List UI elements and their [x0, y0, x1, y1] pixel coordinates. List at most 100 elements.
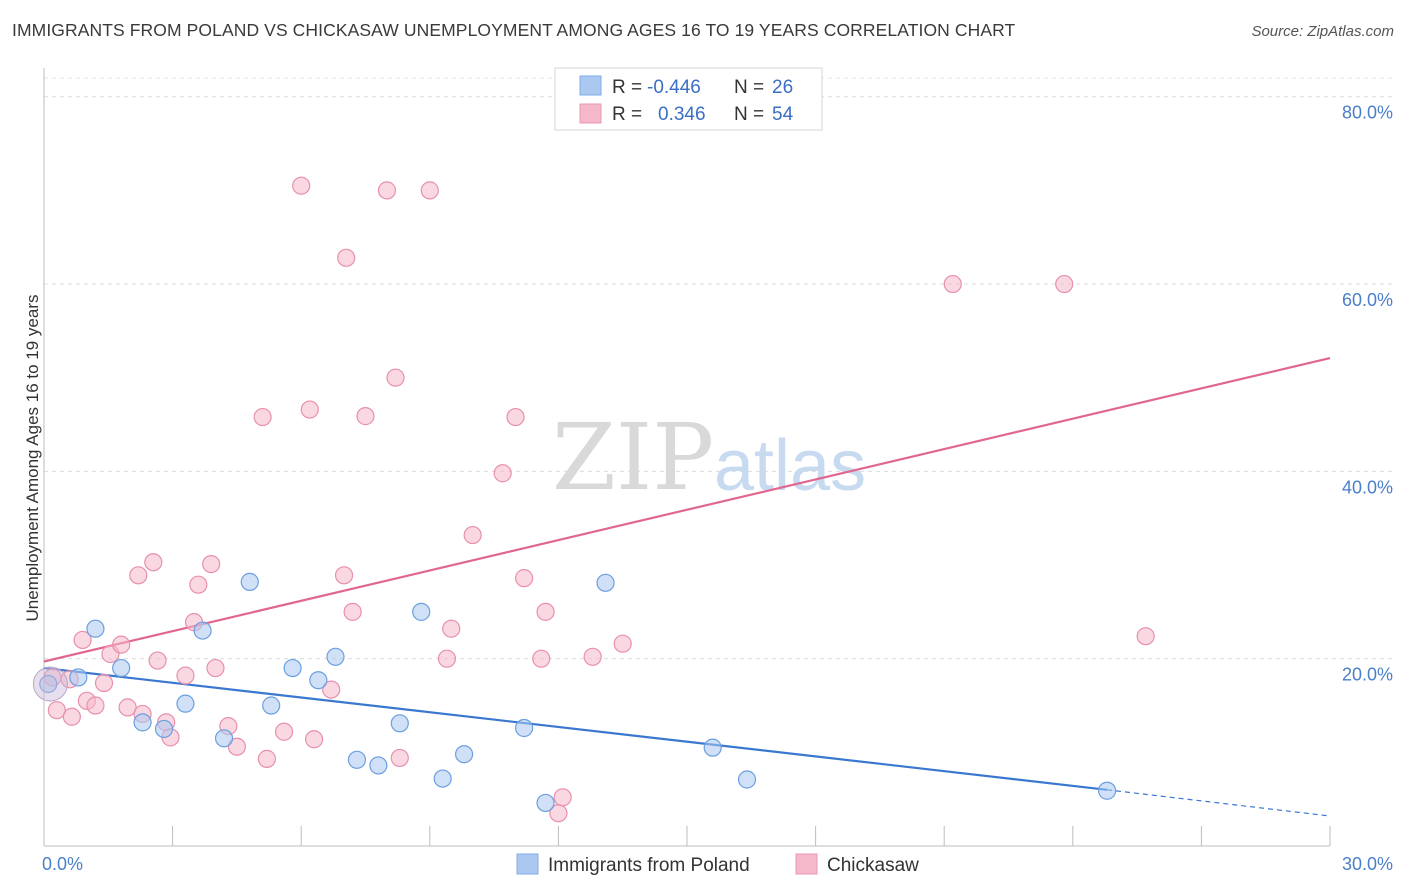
point-chickasaw-48	[553, 788, 572, 807]
legend-n-label-poland: N =	[734, 77, 764, 98]
x-tick-label-1: 30.0%	[1342, 854, 1393, 874]
watermark-atlas: atlas	[714, 426, 866, 506]
point-poland-14	[347, 750, 367, 769]
point-poland-7	[193, 621, 212, 640]
axes	[43, 68, 1331, 847]
point-chickasaw-9	[112, 635, 131, 654]
point-chickasaw-35	[377, 181, 397, 200]
point-chickasaw-19	[189, 575, 208, 594]
legend-r-value-chickasaw: 0.346	[658, 104, 706, 125]
point-chickasaw-33	[343, 602, 362, 621]
point-poland-23	[703, 738, 722, 757]
series-legend: Immigrants from Poland Chickasaw	[516, 853, 919, 876]
point-chickasaw-44	[515, 569, 534, 588]
point-poland-24	[737, 770, 757, 789]
watermark-zip: ZIP	[552, 404, 714, 511]
point-poland-12	[309, 671, 328, 690]
point-poland-3	[69, 668, 88, 687]
data-points	[32, 176, 1155, 823]
y-tick-label-3: 80.0%	[1342, 103, 1393, 123]
point-poland-18	[433, 769, 452, 788]
point-chickasaw-21	[206, 658, 225, 678]
point-poland-2	[112, 658, 131, 678]
legend-n-value-poland: 26	[772, 77, 793, 98]
point-poland-17	[412, 602, 431, 621]
point-overlap-cluster	[32, 666, 68, 702]
point-poland-16	[390, 714, 409, 733]
bottom-legend-label-poland: Immigrants from Poland	[548, 855, 750, 876]
point-chickasaw-29	[304, 730, 324, 749]
point-chickasaw-38	[420, 181, 439, 200]
trend-lines	[43, 356, 1331, 817]
chart-title: IMMIGRANTS FROM POLAND VS CHICKASAW UNEM…	[12, 20, 1016, 40]
point-chickasaw-32	[337, 248, 356, 267]
bottom-legend-swatch-chickasaw	[795, 853, 818, 875]
trend-line-1	[43, 356, 1331, 663]
legend-swatch-poland	[579, 75, 602, 96]
y-tick-labels: 20.0% 40.0% 60.0% 80.0%	[1342, 103, 1393, 685]
point-poland-10	[262, 696, 281, 715]
point-poland-8	[214, 729, 234, 748]
point-chickasaw-7	[94, 673, 114, 693]
point-chickasaw-50	[613, 634, 632, 653]
trend-line-0	[43, 666, 1108, 791]
point-chickasaw-3	[62, 707, 81, 726]
point-poland-1	[86, 619, 105, 638]
point-poland-4	[133, 713, 152, 732]
y-tick-label-2: 60.0%	[1342, 290, 1393, 310]
gridlines	[44, 77, 1395, 660]
legend-r-value-poland: -0.446	[647, 77, 701, 98]
point-chickasaw-34	[356, 407, 375, 426]
x-tick-label-0: 0.0%	[42, 854, 83, 874]
point-chickasaw-4	[73, 630, 92, 650]
y-tick-label-0: 20.0%	[1342, 665, 1393, 685]
point-chickasaw-45	[532, 649, 551, 668]
point-chickasaw-41	[463, 525, 482, 545]
legend-r-label-poland: R =	[612, 77, 642, 98]
bottom-legend-swatch-poland	[516, 853, 539, 875]
point-chickasaw-11	[129, 566, 148, 585]
legend-swatch-chickasaw	[579, 103, 602, 124]
point-poland-20	[515, 718, 534, 738]
watermark: ZIP atlas	[552, 404, 866, 511]
point-poland-19	[454, 745, 474, 764]
legend-n-label-chickasaw: N =	[734, 104, 764, 125]
point-chickasaw-14	[148, 651, 167, 670]
stats-legend: R = -0.446 N = 26 R = 0.346 N = 54	[554, 67, 823, 131]
point-chickasaw-49	[583, 647, 602, 666]
point-chickasaw-40	[442, 619, 461, 638]
point-chickasaw-28	[300, 400, 319, 419]
point-chickasaw-31	[334, 566, 354, 585]
x-tick-labels: 0.0% 30.0%	[42, 854, 1393, 874]
legend-r-label-chickasaw: R =	[612, 104, 642, 125]
legend-n-value-chickasaw: 54	[772, 104, 794, 125]
point-chickasaw-53	[1136, 627, 1155, 646]
point-chickasaw-6	[86, 696, 105, 715]
point-poland-13	[326, 647, 345, 666]
point-poland-9	[240, 572, 259, 591]
point-chickasaw-27	[292, 176, 311, 195]
point-chickasaw-36	[386, 368, 405, 387]
point-chickasaw-20	[202, 554, 221, 574]
point-chickasaw-46	[536, 602, 555, 621]
source-credit: Source: ZipAtlas.com	[1251, 23, 1394, 40]
point-poland-6	[176, 694, 195, 713]
point-chickasaw-26	[274, 722, 294, 741]
point-chickasaw-37	[390, 748, 409, 768]
point-poland-15	[369, 756, 388, 775]
point-chickasaw-52	[1055, 274, 1074, 294]
point-poland-25	[1097, 781, 1117, 800]
point-chickasaw-42	[493, 464, 512, 483]
trend-line-dashed-0	[1107, 789, 1331, 817]
point-chickasaw-13	[144, 553, 163, 572]
point-chickasaw-39	[437, 649, 457, 668]
point-chickasaw-1	[47, 701, 66, 720]
point-chickasaw-17	[176, 666, 195, 685]
y-tick-label-1: 40.0%	[1342, 477, 1393, 497]
point-poland-5	[154, 719, 174, 739]
point-chickasaw-10	[118, 698, 137, 717]
point-chickasaw-30	[322, 680, 341, 699]
point-poland-11	[283, 658, 302, 678]
point-poland-21	[536, 793, 555, 813]
